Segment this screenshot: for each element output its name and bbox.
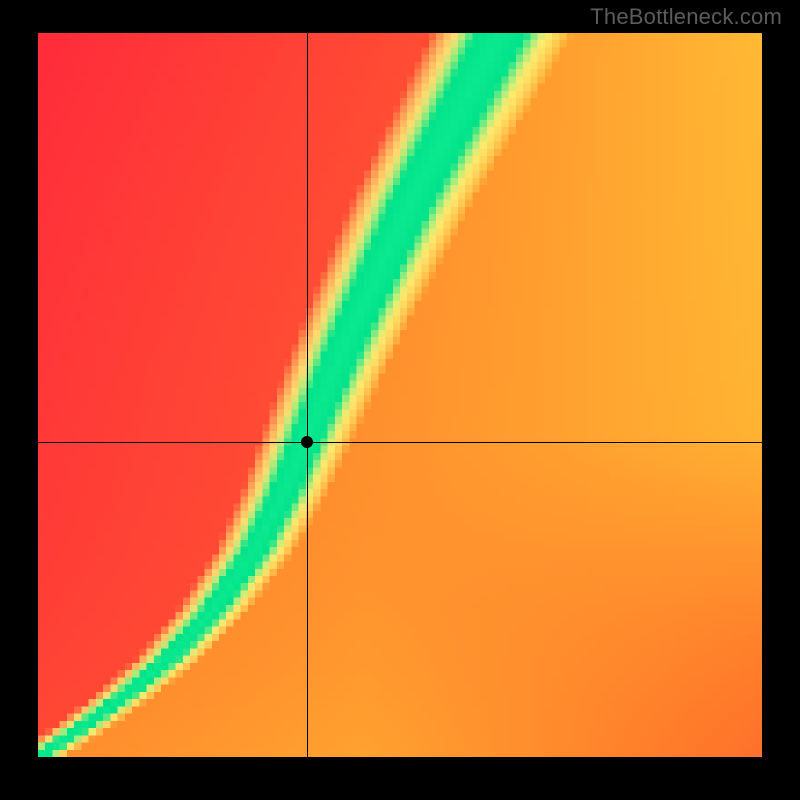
chart-container: { "watermark": "TheBottleneck.com", "wat… — [0, 0, 800, 800]
crosshair-dot — [301, 436, 313, 448]
crosshair-horizontal — [38, 442, 762, 443]
crosshair-vertical — [307, 33, 308, 757]
watermark-text: TheBottleneck.com — [590, 4, 782, 30]
bottleneck-heatmap — [38, 33, 762, 757]
